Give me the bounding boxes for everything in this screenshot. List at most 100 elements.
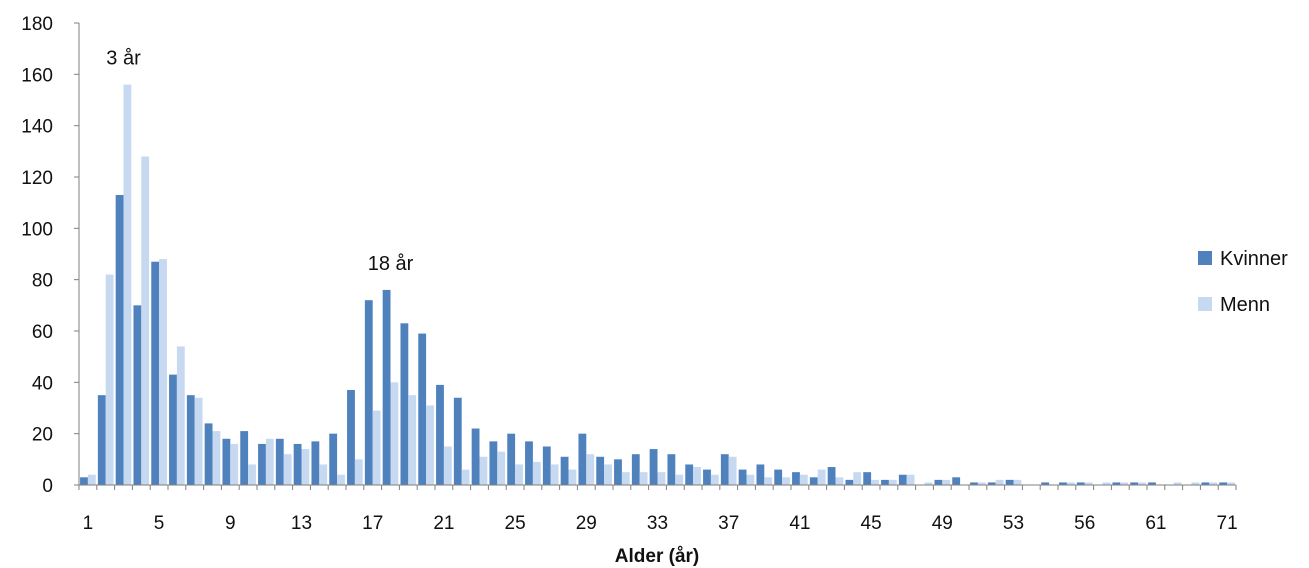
bar-menn-49 bbox=[942, 479, 951, 485]
bar-menn-5 bbox=[159, 259, 167, 485]
bar-kvinner-10 bbox=[240, 431, 249, 485]
x-tick-label: 13 bbox=[291, 513, 312, 534]
bar-kvinner-33 bbox=[649, 449, 658, 485]
bar-kvinner-12 bbox=[275, 438, 284, 485]
bar-kvinner-9 bbox=[222, 438, 231, 485]
bar-kvinner-19 bbox=[400, 323, 409, 485]
x-tick-label: 45 bbox=[861, 513, 882, 534]
bar-kvinner-53 bbox=[1005, 479, 1014, 485]
bar-menn-64 bbox=[1209, 482, 1218, 485]
x-tick-label: 9 bbox=[225, 513, 236, 534]
bar-menn-26 bbox=[532, 461, 541, 485]
bar-kvinner-34 bbox=[667, 454, 676, 485]
bar-menn-21 bbox=[443, 446, 452, 485]
bar-kvinner-60 bbox=[1130, 482, 1139, 485]
bar-kvinner-25 bbox=[507, 433, 516, 485]
bar-kvinner-61 bbox=[1148, 482, 1156, 485]
bar-kvinner-22 bbox=[453, 397, 462, 485]
y-tick-label: 80 bbox=[32, 271, 53, 292]
bar-menn-39 bbox=[764, 477, 773, 485]
bar-menn-46 bbox=[888, 479, 897, 485]
bar-kvinner-42 bbox=[809, 477, 818, 485]
bar-kvinner-2 bbox=[97, 395, 106, 485]
bar-kvinner-52 bbox=[987, 482, 996, 485]
bar-menn-16 bbox=[354, 459, 363, 485]
bar-menn-63 bbox=[1191, 482, 1200, 485]
x-tick-label: 25 bbox=[505, 513, 526, 534]
bar-kvinner-3 bbox=[115, 194, 124, 485]
annotation-label: 18 år bbox=[368, 253, 414, 275]
bar-menn-3 bbox=[123, 84, 132, 485]
y-tick-label: 160 bbox=[21, 65, 53, 86]
bar-menn-34 bbox=[675, 474, 684, 485]
bar-menn-6 bbox=[176, 346, 185, 485]
annotations-group: 3 år 18 år bbox=[106, 48, 413, 275]
bar-kvinner-41 bbox=[792, 472, 800, 485]
bar-menn-38 bbox=[746, 474, 755, 485]
x-tick-label: 61 bbox=[1145, 513, 1166, 534]
x-tick-label: 17 bbox=[362, 513, 383, 534]
bar-menn-58 bbox=[1102, 482, 1111, 485]
legend: Kvinner Menn bbox=[1198, 248, 1288, 316]
bar-kvinner-8 bbox=[204, 423, 213, 485]
y-tick-label: 60 bbox=[32, 322, 53, 343]
bar-menn-41 bbox=[799, 474, 808, 485]
legend-label-menn: Menn bbox=[1220, 294, 1270, 316]
bar-kvinner-49 bbox=[934, 479, 943, 485]
bar-menn-2 bbox=[105, 274, 114, 485]
bar-menn-47 bbox=[906, 474, 915, 485]
bar-menn-1 bbox=[87, 474, 96, 485]
bar-menn-10 bbox=[248, 464, 256, 485]
bar-menn-18 bbox=[390, 382, 399, 485]
x-tick-label: 71 bbox=[1217, 513, 1238, 534]
bar-menn-53 bbox=[1013, 479, 1022, 485]
x-tick-label: 41 bbox=[789, 513, 810, 534]
bar-kvinner-27 bbox=[542, 446, 551, 485]
y-tick-label: 40 bbox=[32, 373, 53, 394]
bar-menn-23 bbox=[479, 456, 488, 485]
bar-menn-52 bbox=[995, 479, 1004, 485]
bar-menn-32 bbox=[639, 472, 648, 485]
bar-menn-43 bbox=[835, 477, 844, 485]
bar-kvinner-36 bbox=[703, 469, 711, 485]
bar-kvinner-6 bbox=[169, 374, 177, 485]
bar-kvinner-56 bbox=[1059, 482, 1067, 485]
legend-swatch-menn bbox=[1198, 297, 1212, 311]
bar-kvinner-11 bbox=[258, 443, 266, 485]
bar-kvinner-43 bbox=[827, 467, 836, 485]
bar-kvinner-28 bbox=[560, 456, 569, 485]
bar-kvinner-20 bbox=[418, 333, 427, 485]
y-axis-ticks: 0 20 40 60 80 100 120 140 160 180 bbox=[21, 14, 79, 497]
bar-kvinner-51 bbox=[970, 482, 978, 485]
bar-menn-40 bbox=[782, 477, 790, 485]
bar-kvinner-5 bbox=[151, 261, 160, 485]
x-tick-label: 56 bbox=[1074, 513, 1095, 534]
bar-kvinner-38 bbox=[738, 469, 747, 485]
x-axis-ticks: 1 5 9 13 17 21 25 29 33 37 41 45 49 53 56 61 71 bbox=[78, 485, 1238, 534]
bar-menn-27 bbox=[550, 464, 559, 485]
bar-menn-37 bbox=[728, 456, 737, 485]
bar-menn-36 bbox=[710, 474, 719, 485]
bar-menn-59 bbox=[1120, 482, 1129, 485]
x-tick-label: 29 bbox=[576, 513, 597, 534]
bar-kvinner-16 bbox=[347, 390, 355, 485]
bar-kvinner-50 bbox=[952, 477, 961, 485]
bar-menn-4 bbox=[141, 156, 150, 485]
y-tick-label: 0 bbox=[42, 476, 53, 497]
bar-menn-20 bbox=[426, 405, 434, 485]
bar-menn-14 bbox=[319, 464, 328, 485]
bar-kvinner-46 bbox=[881, 479, 889, 485]
bar-menn-65 bbox=[1227, 482, 1235, 485]
x-tick-label: 37 bbox=[718, 513, 739, 534]
y-tick-label: 100 bbox=[21, 219, 53, 240]
bar-menn-28 bbox=[568, 469, 577, 485]
bar-kvinner-29 bbox=[578, 433, 587, 485]
bar-menn-15 bbox=[337, 474, 345, 485]
bar-kvinner-18 bbox=[382, 289, 391, 485]
bar-menn-45 bbox=[871, 479, 879, 485]
bar-menn-24 bbox=[497, 451, 506, 485]
legend-label-kvinner: Kvinner bbox=[1220, 248, 1288, 270]
bar-menn-8 bbox=[212, 431, 221, 485]
bar-kvinner-57 bbox=[1076, 482, 1085, 485]
